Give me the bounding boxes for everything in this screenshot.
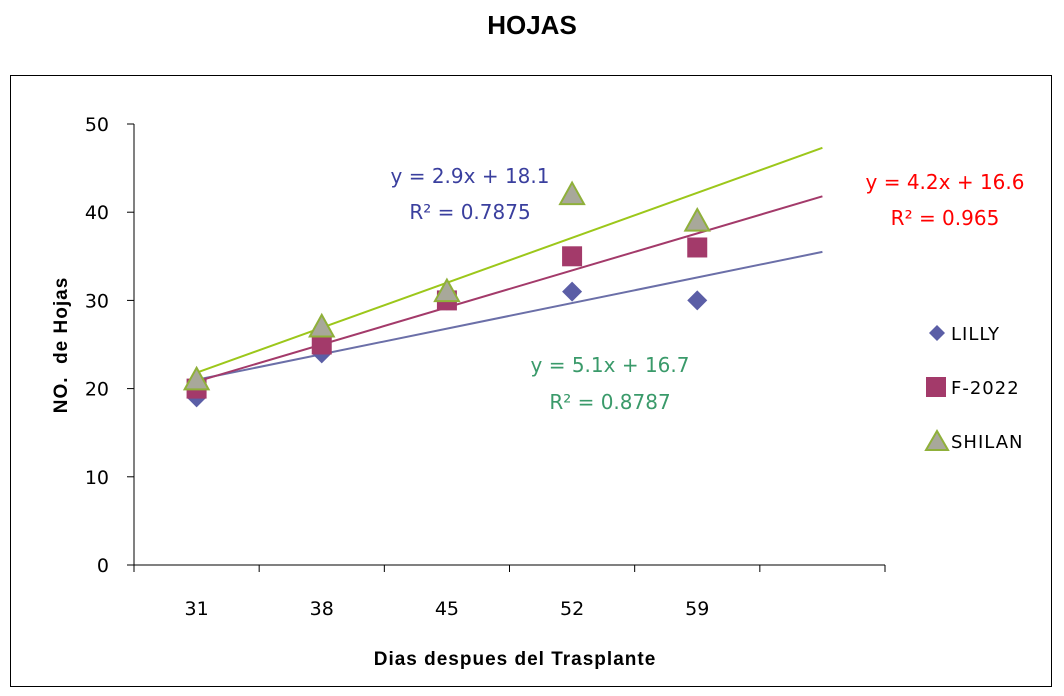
y-axis-title: NO. de Hojas (51, 277, 72, 414)
legend-label-f-2022: F-2022 (951, 378, 1020, 399)
data-point-shilan (182, 365, 211, 391)
x-tick-label: 45 (435, 598, 459, 620)
x-tick-label: 38 (310, 598, 334, 620)
legend-marker-shilan (924, 429, 950, 451)
y-tick-label: 30 (85, 290, 109, 312)
data-point-lilly (562, 281, 583, 302)
trendline-equation: y = 2.9x + 18.1 (391, 164, 550, 188)
data-point-f-2022 (311, 334, 332, 355)
x-tick-label: 52 (560, 598, 584, 620)
trendline-equation: y = 5.1x + 16.7 (531, 353, 690, 377)
trendline-lilly (196, 250, 823, 381)
legend-marker-f-2022 (926, 377, 946, 397)
axes: 0 10 20 30 40 50 31 38 45 52 59 (85, 114, 886, 620)
legend-label-lilly: LILLY (951, 324, 1000, 345)
y-tick-label: 50 (85, 114, 109, 136)
y-tick-label: 20 (85, 379, 109, 401)
chart-title: HOJAS (487, 10, 577, 40)
chart-frame (10, 75, 1052, 687)
x-tick-label: 31 (184, 598, 208, 620)
trendline-r-squared: R² = 0.7875 (409, 200, 530, 224)
y-tick-label: 10 (85, 467, 109, 489)
legend-marker-lilly (929, 325, 945, 341)
trendline-f-2022 (196, 195, 823, 383)
trendline-equations: y = 2.9x + 18.1 R² = 0.7875 y = 4.2x + 16.… (391, 164, 1025, 414)
x-tick-label: 59 (685, 598, 709, 620)
trendline-r-squared: R² = 0.8787 (549, 390, 670, 414)
data-point-shilan (433, 277, 461, 303)
data-point-lilly (687, 290, 708, 311)
y-tick-label: 40 (85, 202, 109, 224)
data-point-shilan (683, 206, 711, 232)
trendline-equation: y = 4.2x + 16.6 (866, 170, 1025, 194)
data-point-shilan (558, 180, 586, 206)
y-tick-label: 0 (97, 555, 109, 577)
data-point-shilan (308, 312, 336, 338)
trendline-shilan (196, 146, 823, 374)
x-axis-title: Dias despues del Trasplante (374, 649, 657, 670)
markers (182, 180, 711, 408)
data-point-f-2022 (687, 237, 708, 258)
trendline-r-squared: R² = 0.965 (891, 206, 1000, 230)
legend: LILLY F-2022 SHILAN (924, 324, 1024, 453)
legend-label-shilan: SHILAN (951, 432, 1024, 453)
data-point-f-2022 (562, 246, 583, 267)
trendlines (196, 146, 823, 383)
